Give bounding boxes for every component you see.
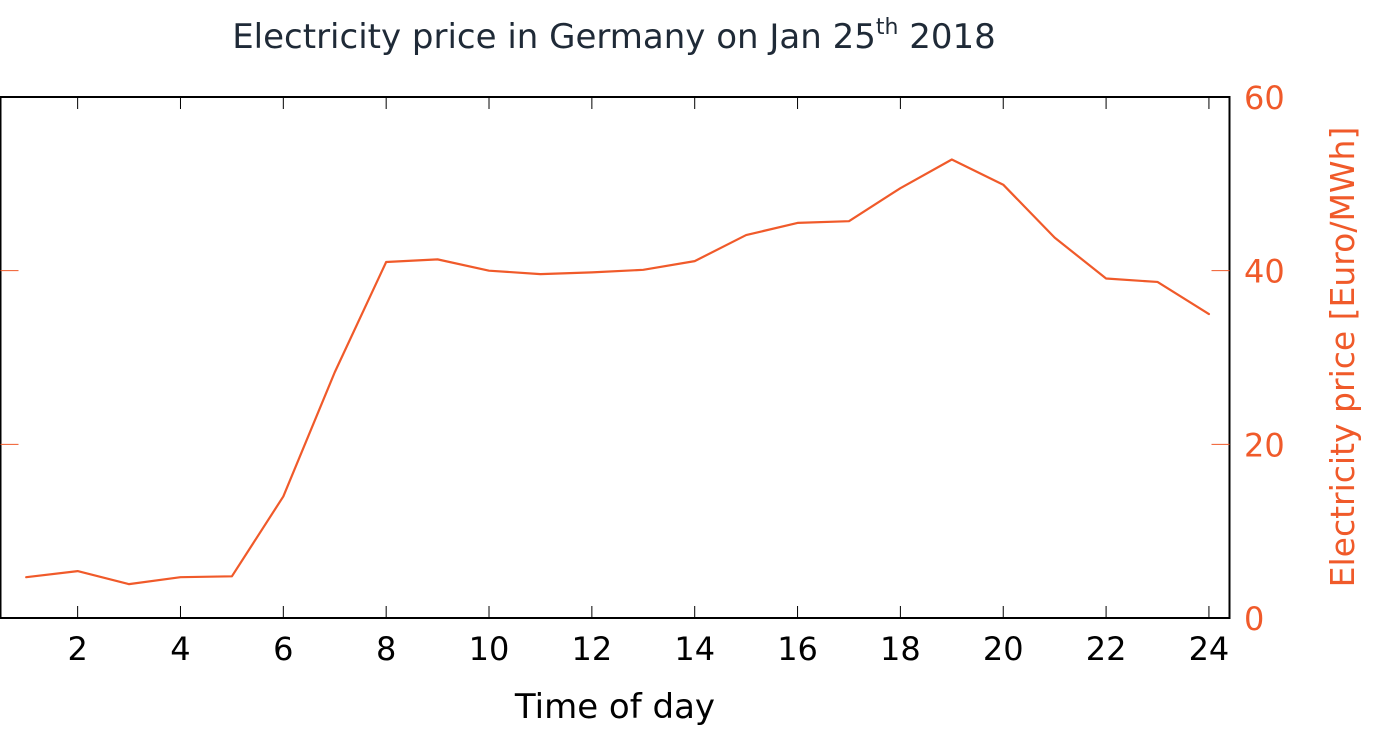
x-tick-label: 12 — [572, 630, 613, 668]
x-tick-label: 14 — [674, 630, 715, 668]
x-tick-label: 2 — [67, 630, 87, 668]
series-line — [25, 158, 1211, 586]
x-tick-label: 22 — [1086, 630, 1127, 668]
x-tick-label: 8 — [376, 630, 396, 668]
x-tick-label: 16 — [777, 630, 818, 668]
x-axis-ticks: 2 4 6 8 10 12 14 16 18 20 22 24 — [67, 97, 1229, 668]
y-tick-label: 20 — [1244, 426, 1285, 464]
x-tick-label: 24 — [1189, 630, 1230, 668]
chart-title-superscript: th — [876, 15, 899, 40]
x-tick-label: 18 — [880, 630, 921, 668]
x-tick-label: 4 — [170, 630, 190, 668]
series-layer — [25, 158, 1211, 586]
x-tick-label: 6 — [273, 630, 293, 668]
x-tick-label: 10 — [469, 630, 510, 668]
y-tick-label: 0 — [1244, 600, 1264, 638]
plot-frame — [0, 96, 1231, 619]
chart-title-main: Electricity price in Germany on Jan 25 — [232, 17, 876, 57]
y-tick-label: 60 — [1244, 79, 1285, 117]
y-axis-label: Electricity price [Euro/MWh] — [1323, 127, 1362, 588]
chart-title: Electricity price in Germany on Jan 25th… — [232, 15, 996, 57]
y-axis-ticks: 0 20 40 60 — [0, 79, 1285, 638]
x-tick-label: 20 — [983, 630, 1024, 668]
x-axis-label: Time of day — [514, 687, 715, 727]
chart-title-year: 2018 — [898, 17, 995, 57]
y-tick-label: 40 — [1244, 253, 1285, 291]
